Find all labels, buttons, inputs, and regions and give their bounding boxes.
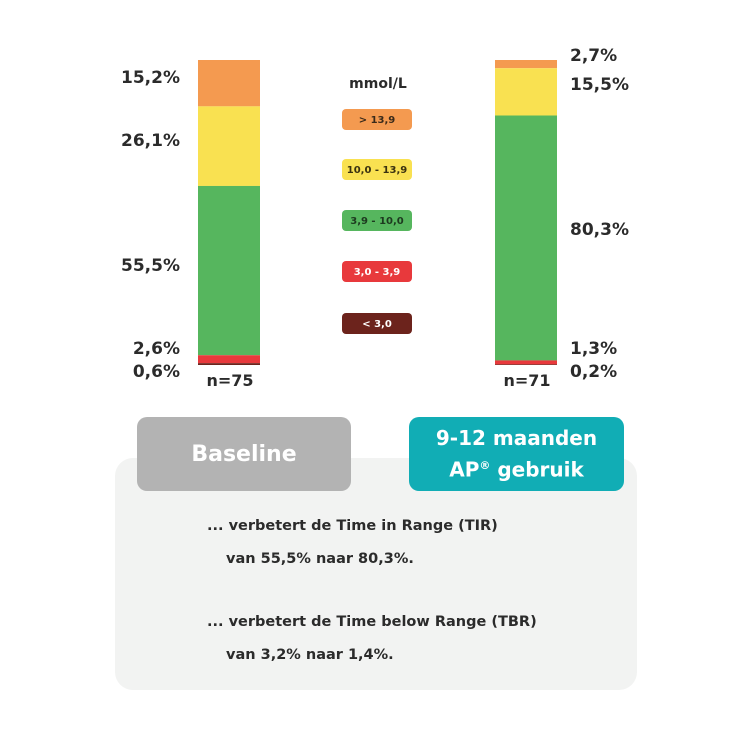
bar1-n-label: n=75 <box>206 371 253 390</box>
baseline-button-label: Baseline <box>191 441 297 467</box>
legend-swatch-2 <box>342 159 412 180</box>
legend-swatch-4 <box>342 261 412 282</box>
bar1-pct-label-4: 2,6% <box>133 339 180 359</box>
bar2-segment-3 <box>495 115 557 361</box>
glucose-range-chart: 15,2% 26,1% 55,5% 2,6% 0,6% n=75 2,7% 15,5% 80,3… <box>121 46 629 390</box>
bar1-segment-3 <box>198 185 260 356</box>
bar2-pct-label-2: 15,5% <box>570 75 629 95</box>
legend-swatch-3 <box>342 210 412 231</box>
legend-title: mmol/L <box>349 76 407 92</box>
bar2-segment-2 <box>495 68 557 116</box>
tbr-note-line1: ... verbetert de Time below Range (TBR) <box>207 614 537 630</box>
bar2-segment-4 <box>495 360 557 365</box>
legend-item-4: 3,0 - 3,9 <box>342 261 412 282</box>
bar2-segment-5 <box>495 364 557 365</box>
bar1-segment-2 <box>198 106 260 186</box>
bar2-segment-1 <box>495 60 557 69</box>
ap-button-line1: 9-12 maanden <box>435 426 598 451</box>
bar2-pct-label-3: 80,3% <box>570 220 629 240</box>
legend-label-3: 3,9 - 10,0 <box>350 216 404 227</box>
bar2-pct-label-4: 1,3% <box>570 339 617 359</box>
legend-item-3: 3,9 - 10,0 <box>342 210 412 231</box>
ap-button-line2: AP® gebruik <box>449 457 584 482</box>
bar1-pct-label-1: 15,2% <box>121 68 180 88</box>
legend-item-1: > 13,9 <box>342 109 412 130</box>
tbr-note-line2: van 3,2% naar 1,4%. <box>226 647 394 663</box>
tbr-note: ... verbetert de Time below Range (TBR) … <box>207 607 627 673</box>
bar1-segment-1 <box>198 60 260 107</box>
tir-note-line1: ... verbetert de Time in Range (TIR) <box>207 518 498 534</box>
bar1-pct-label-2: 26,1% <box>121 131 180 151</box>
tir-note: ... verbetert de Time in Range (TIR) van… <box>207 511 627 577</box>
bar1-pct-label-3: 55,5% <box>121 256 180 276</box>
bar1-segment-5 <box>198 363 260 365</box>
legend-label-5: < 3,0 <box>362 319 392 330</box>
legend-label-4: 3,0 - 3,9 <box>354 267 401 278</box>
ap-usage-button[interactable]: 9-12 maanden AP® gebruik <box>409 417 624 491</box>
legend-label-2: 10,0 - 13,9 <box>347 165 408 176</box>
legend-swatch-5 <box>342 313 412 334</box>
bar2-pct-label-5: 0,2% <box>570 362 617 382</box>
baseline-button[interactable]: Baseline <box>137 417 351 491</box>
legend-label-1: > 13,9 <box>359 115 396 126</box>
legend-item-2: 10,0 - 13,9 <box>342 159 412 180</box>
bar1-segment-4 <box>198 355 260 364</box>
bar2-pct-label-1: 2,7% <box>570 46 617 66</box>
legend-item-5: < 3,0 <box>342 313 412 334</box>
tir-note-line2: van 55,5% naar 80,3%. <box>226 551 414 567</box>
bar1-pct-label-5: 0,6% <box>133 362 180 382</box>
summary-notes: ... verbetert de Time in Range (TIR) van… <box>207 511 627 673</box>
bar2-n-label: n=71 <box>503 371 550 390</box>
legend-swatch-1 <box>342 109 412 130</box>
summary-panel <box>115 458 637 690</box>
